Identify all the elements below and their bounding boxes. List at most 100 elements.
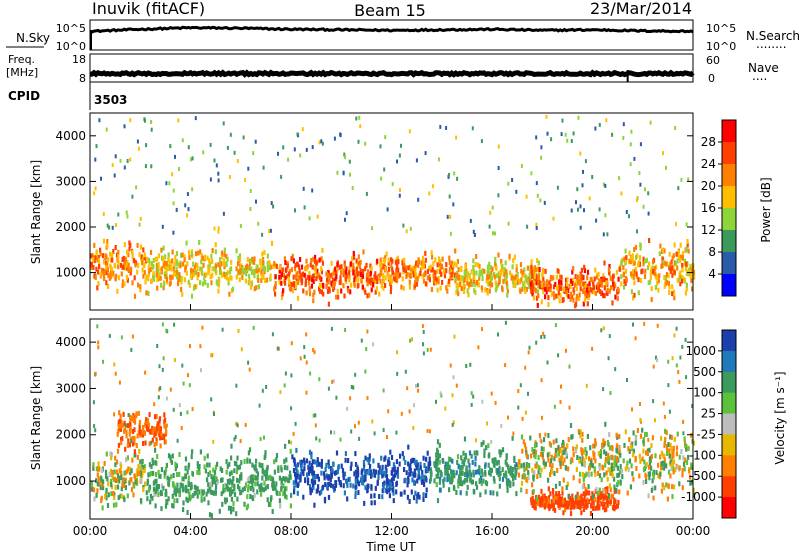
data-cell xyxy=(320,139,323,144)
data-cell xyxy=(212,490,215,496)
data-cell xyxy=(305,147,308,152)
data-cell xyxy=(520,268,523,274)
data-cell xyxy=(405,265,408,271)
data-cell xyxy=(386,479,389,485)
data-cell xyxy=(348,476,351,482)
data-cell xyxy=(494,280,497,286)
data-cell xyxy=(436,450,439,455)
data-cell xyxy=(466,276,469,282)
data-cell xyxy=(601,464,604,470)
colorbar-swatch xyxy=(722,186,736,209)
data-cell xyxy=(601,282,604,288)
data-cell xyxy=(603,440,606,446)
data-cell xyxy=(425,493,428,498)
data-cell xyxy=(231,479,234,485)
data-cell xyxy=(579,274,582,279)
data-cell xyxy=(645,479,648,484)
data-cell xyxy=(552,290,555,296)
data-cell xyxy=(196,266,199,271)
data-cell xyxy=(679,273,682,279)
data-cell xyxy=(289,470,292,476)
data-cell xyxy=(248,367,251,372)
data-cell xyxy=(644,268,647,274)
colorbar-tick-label: 24 xyxy=(701,157,716,171)
data-cell xyxy=(649,279,652,285)
station-title: Inuvik (fitACF) xyxy=(92,0,205,18)
data-cell xyxy=(220,491,223,497)
freq-left-label-2: [MHz] xyxy=(6,66,38,79)
data-cell xyxy=(122,477,125,483)
data-cell xyxy=(532,489,535,494)
data-cell xyxy=(391,467,394,473)
data-cell xyxy=(521,416,524,421)
data-cell xyxy=(154,256,157,262)
data-cell xyxy=(497,471,500,477)
data-cell xyxy=(301,271,304,277)
data-cell xyxy=(515,263,518,269)
data-cell xyxy=(252,325,255,330)
data-cell xyxy=(424,468,427,474)
data-cell xyxy=(110,455,113,461)
data-cell xyxy=(190,267,193,273)
data-cell xyxy=(511,178,514,182)
data-cell xyxy=(414,490,417,496)
data-cell xyxy=(596,498,600,504)
data-cell xyxy=(378,272,381,278)
data-cell xyxy=(366,396,369,401)
data-cell xyxy=(236,423,239,428)
data-cell xyxy=(359,272,362,277)
data-cell xyxy=(214,475,217,481)
data-cell xyxy=(389,281,392,287)
data-cell xyxy=(255,199,257,204)
data-cell xyxy=(552,275,555,281)
data-cell xyxy=(335,274,338,280)
data-cell xyxy=(238,253,242,259)
data-cell xyxy=(105,487,108,493)
data-cell xyxy=(483,448,486,454)
data-cell xyxy=(384,283,387,288)
data-cell xyxy=(225,459,228,465)
data-cell xyxy=(608,269,611,275)
data-cell xyxy=(155,263,158,268)
data-cell xyxy=(292,468,296,473)
data-cell xyxy=(583,208,585,213)
data-cell xyxy=(367,483,370,489)
data-cell xyxy=(318,490,321,496)
data-cell xyxy=(106,503,110,508)
data-cell xyxy=(562,297,565,303)
data-cell xyxy=(394,259,397,265)
data-cell xyxy=(505,274,508,280)
data-cell xyxy=(417,273,420,279)
data-cell xyxy=(278,268,281,273)
data-cell xyxy=(547,486,550,492)
data-cell xyxy=(152,470,155,476)
data-cell xyxy=(331,272,334,278)
data-cell xyxy=(167,252,170,258)
data-cell xyxy=(565,348,567,353)
data-cell xyxy=(453,473,456,479)
data-cell xyxy=(633,156,636,161)
data-cell xyxy=(592,500,595,506)
data-cell xyxy=(472,472,475,478)
data-cell xyxy=(168,181,171,186)
data-cell xyxy=(520,164,523,168)
data-cell xyxy=(246,263,249,269)
data-cell xyxy=(659,454,662,460)
data-cell xyxy=(305,290,308,296)
data-cell xyxy=(96,324,99,329)
data-cell xyxy=(434,275,437,281)
data-cell xyxy=(137,282,140,288)
data-cell xyxy=(249,284,252,290)
data-cell xyxy=(389,481,392,487)
data-cell xyxy=(96,257,99,263)
data-cell xyxy=(556,185,559,190)
data-cell xyxy=(492,231,494,236)
data-cell xyxy=(598,505,601,511)
data-cell xyxy=(344,328,347,332)
data-cell xyxy=(223,483,227,488)
data-cell xyxy=(564,465,567,471)
data-cell xyxy=(125,265,129,271)
data-cell xyxy=(251,269,254,275)
data-cell xyxy=(630,129,633,134)
